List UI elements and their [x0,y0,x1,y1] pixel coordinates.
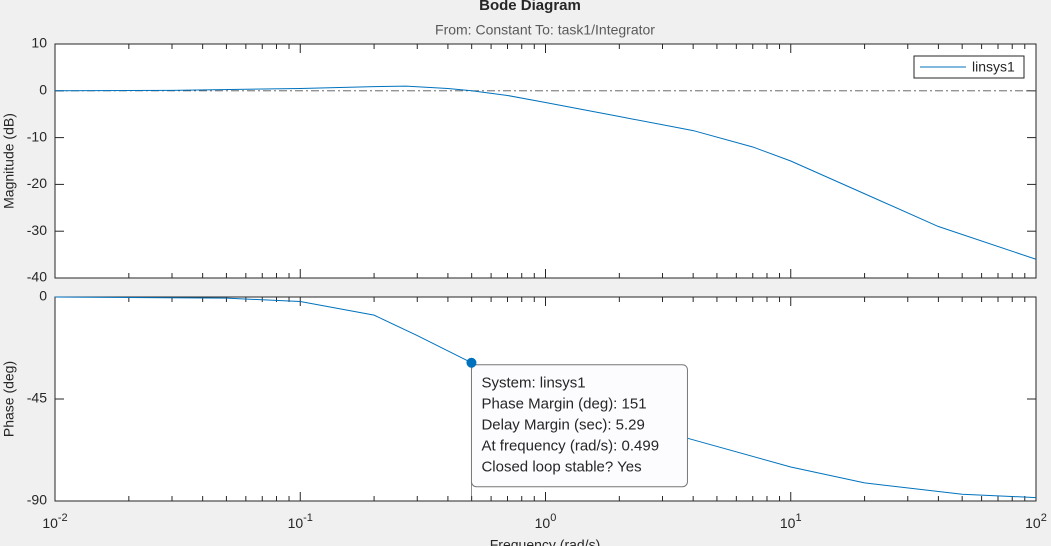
x-tick-exponent: -1 [303,512,313,524]
y-tick-label: -45 [27,390,47,406]
x-tick-label: 102 [1025,512,1047,531]
x-tick-label: 101 [780,512,802,531]
x-tick-base: 10 [535,515,551,531]
x-tick-exponent: -2 [58,512,68,524]
y-tick-label: 0 [39,288,47,304]
chart-subtitle: From: Constant To: task1/Integrator [435,22,655,38]
datatip-marker [466,357,477,368]
x-tick-exponent: 2 [1041,512,1047,524]
y-axis-label: Phase (deg) [1,361,17,437]
legend-box [913,55,1025,79]
x-tick-label: 100 [535,512,557,531]
y-tick-label: 0 [39,82,47,98]
datatip-line: Phase Margin (deg): 151 [481,396,646,413]
legend-label: linsys1 [972,59,1015,75]
x-tick-exponent: 1 [795,512,801,524]
plot-area [54,43,1037,279]
datatip-line: System: linsys1 [481,375,585,392]
x-tick-base: 10 [1025,515,1041,531]
datatip-line: Closed loop stable? Yes [481,459,641,476]
x-tick-label: 10-2 [42,512,67,531]
x-tick-base: 10 [42,515,58,531]
x-axis-label: Frequency (rad/s) [490,537,600,546]
x-tick-label: 10-1 [288,512,313,531]
x-tick-base: 10 [780,515,796,531]
datatip-box [470,364,688,488]
y-tick-label: -10 [27,128,47,144]
x-tick-base: 10 [288,515,304,531]
y-axis-label: Magnitude (dB) [1,113,17,209]
datatip-line: At frequency (rad/s): 0.499 [481,438,659,455]
y-tick-label: -20 [27,175,47,191]
datatip-line: Delay Margin (sec): 5.29 [481,417,644,434]
y-tick-label: 10 [31,35,47,51]
y-tick-label: -90 [27,492,47,508]
data-line [54,85,1037,260]
chart-title: Bode Diagram [479,0,581,14]
y-tick-label: -30 [27,222,47,238]
y-tick-label: -40 [27,269,47,285]
x-tick-exponent: 0 [550,512,556,524]
